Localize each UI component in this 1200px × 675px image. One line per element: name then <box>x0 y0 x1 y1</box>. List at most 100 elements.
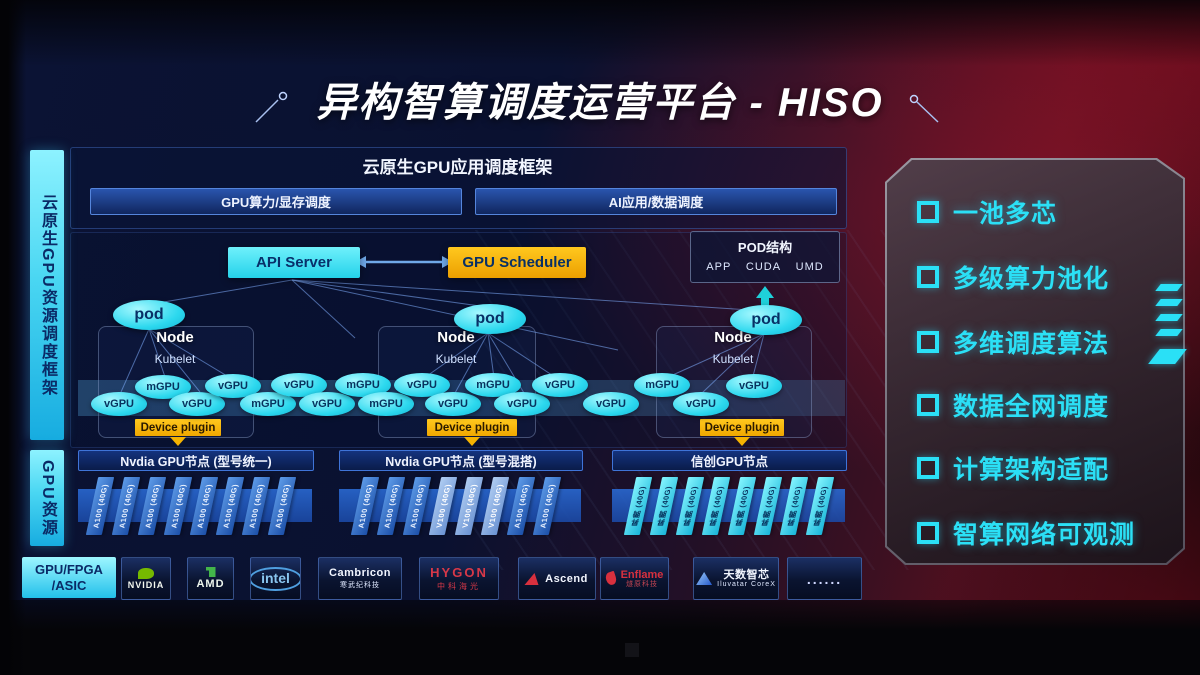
gpu-compute-mem-sched-bar: GPU算力/显存调度 <box>90 188 462 215</box>
top-vignette <box>0 0 1200 66</box>
page-title: 异构智算调度运营平台 - HISO <box>316 81 884 125</box>
pod-structure-item-app: APP <box>706 261 732 273</box>
iluvatar-label: 天数智芯 <box>723 568 770 581</box>
vendor-amd: AMD <box>187 557 234 600</box>
iluvatar-sub-label: Iluvatar CoreX <box>717 580 776 588</box>
feature-item: 智算网络可观测 <box>917 516 1135 550</box>
sidebar-gpu-resource-label: GPU资源 <box>39 459 56 537</box>
checkbox-square-icon <box>917 201 939 223</box>
sidebar-cloud-native-label: 云原生GPU资源调度框架 <box>39 193 56 397</box>
kubelet-label: Kubelet <box>435 352 477 366</box>
feature-item: 多维调度算法 <box>917 325 1109 359</box>
device-plugin-box: Device plugin <box>427 419 517 436</box>
feature-item: 数据全网调度 <box>917 388 1109 422</box>
gpu-node-row-xinchuang: 信创GPU节点 <box>612 450 847 471</box>
cambricon-label: Cambricon <box>329 567 391 579</box>
pod-structure-box: POD结构 APP CUDA UMD <box>690 231 840 283</box>
feature-label: 计算架构适配 <box>953 456 1110 484</box>
enflame-col: Enflame 燧原科技 <box>621 569 664 589</box>
vendor-intel: intel <box>250 557 301 600</box>
checkbox-square-icon <box>917 522 939 544</box>
device-plugin-arrow <box>464 437 480 446</box>
device-plugin-arrow <box>170 437 186 446</box>
enflame-row: Enflame 燧原科技 <box>603 569 664 589</box>
gpu-scheduler-box: GPU Scheduler <box>448 247 586 278</box>
cambricon-sub-label: 寒武纪科技 <box>340 582 380 589</box>
app-framework-title: 云原生GPU应用调度框架 <box>362 158 553 177</box>
kubelet-label: Kubelet <box>712 352 754 366</box>
iluvatar-icon <box>696 572 713 585</box>
iluvatar-row: 天数智芯 Iluvatar CoreX <box>696 569 776 589</box>
intel-label: intel <box>251 566 300 591</box>
vgpu-ellipse: vGPU <box>299 392 355 416</box>
enflame-icon <box>603 570 618 587</box>
pod-structure-item-cuda: CUDA <box>745 261 782 273</box>
vgpu-ellipse: vGPU <box>91 392 147 416</box>
pod-structure-item-umd: UMD <box>795 261 824 273</box>
feature-item: 计算架构适配 <box>917 451 1109 485</box>
feature-label: 智算网络可观测 <box>953 521 1136 549</box>
feature-label: 一池多芯 <box>953 200 1058 228</box>
checkbox-square-icon <box>917 457 939 479</box>
pod-ellipse: pod <box>113 300 185 330</box>
feature-panel-bg <box>887 160 1183 563</box>
feature-item: 多级算力池化 <box>917 260 1109 294</box>
gpu-card-band <box>612 489 845 522</box>
vgpu-ellipse: vGPU <box>726 374 782 398</box>
iluvatar-col: 天数智芯 Iluvatar CoreX <box>717 569 776 589</box>
hygon-sub-label: 中科海光 <box>437 582 481 591</box>
more-vendors-label: ...... <box>806 570 843 587</box>
checkbox-square-icon <box>917 394 939 416</box>
ascend-row: Ascend <box>524 572 588 585</box>
ascend-icon <box>524 572 542 585</box>
feature-label: 数据全网调度 <box>953 393 1110 421</box>
checkbox-square-icon <box>917 266 939 288</box>
enflame-sub-label: 燧原科技 <box>625 580 658 588</box>
vendor-hygon: HYGON 中科海光 <box>419 557 499 600</box>
gpu-node-row-uniform: Nvdia GPU节点 (型号统一) <box>78 450 314 471</box>
vgpu-ellipse: vGPU <box>673 392 729 416</box>
watermark-square <box>625 643 639 657</box>
gpu-node-row-mixed: Nvdia GPU节点 (型号混搭) <box>339 450 583 471</box>
feature-label: 多维调度算法 <box>953 330 1110 358</box>
mgpu-ellipse: mGPU <box>634 373 690 397</box>
device-plugin-arrow <box>734 437 750 446</box>
checkbox-square-icon <box>917 331 939 353</box>
enflame-label: Enflame <box>620 568 664 581</box>
hw-types-line2: /ASIC <box>51 577 87 593</box>
device-plugin-box: Device plugin <box>135 419 221 436</box>
vgpu-ellipse: vGPU <box>532 373 588 397</box>
mgpu-ellipse: mGPU <box>358 392 414 416</box>
vendor-ellipsis: ...... <box>787 557 862 600</box>
node-label: Node <box>437 329 475 346</box>
ai-app-data-sched-bar: AI应用/数据调度 <box>475 188 837 215</box>
amd-label: AMD <box>196 578 225 590</box>
node-label: Node <box>156 329 194 346</box>
api-server-box: API Server <box>228 247 360 278</box>
pod-ellipse: pod <box>454 304 526 334</box>
feature-label: 多级算力池化 <box>953 265 1110 293</box>
ascend-label: Ascend <box>545 572 588 585</box>
pod-structure-title: POD结构 <box>737 240 793 255</box>
vgpu-ellipse: vGPU <box>425 392 481 416</box>
vendor-enflame: Enflame 燧原科技 <box>600 557 669 600</box>
vendor-ascend: Ascend <box>518 557 596 600</box>
vendor-nvidia: NVIDIA <box>121 557 171 600</box>
vgpu-ellipse: vGPU <box>583 392 639 416</box>
kubelet-label: Kubelet <box>154 352 196 366</box>
amd-icon <box>205 567 216 577</box>
vendor-iluvatar: 天数智芯 Iluvatar CoreX <box>693 557 779 600</box>
hw-types-line1: GPU/FPGA <box>35 561 103 577</box>
feature-item: 一池多芯 <box>917 195 1057 229</box>
pod-ellipse: pod <box>730 305 802 335</box>
bottom-vignette <box>0 600 1200 675</box>
vgpu-ellipse: vGPU <box>494 392 550 416</box>
left-vignette <box>0 0 26 675</box>
hygon-label: HYGON <box>430 565 488 580</box>
feature-panel-frame <box>885 158 1185 565</box>
sidebar-cloud-native-gpu-framework: 云原生GPU资源调度框架 <box>30 150 64 440</box>
hw-types-box: GPU/FPGA /ASIC <box>22 557 116 598</box>
sidebar-gpu-resource: GPU资源 <box>30 450 64 546</box>
device-plugin-box: Device plugin <box>700 419 784 436</box>
